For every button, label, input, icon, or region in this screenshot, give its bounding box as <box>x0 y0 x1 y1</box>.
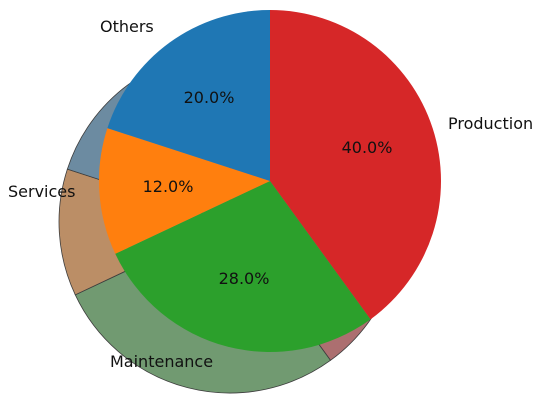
label-services: Services <box>8 182 75 201</box>
label-others: Others <box>100 17 154 36</box>
percent-maintenance: 28.0% <box>219 269 270 288</box>
percent-others: 20.0% <box>184 88 235 107</box>
label-production: Production <box>448 114 533 133</box>
percent-production: 40.0% <box>342 138 393 157</box>
slice-services <box>98 128 270 254</box>
slice-production <box>270 10 441 320</box>
percent-services: 12.0% <box>143 177 194 196</box>
pie-labels: Production Maintenance Services Others 4… <box>8 17 533 371</box>
slice-others <box>107 10 271 181</box>
slice-maintenance <box>115 181 371 353</box>
label-maintenance: Maintenance <box>110 352 213 371</box>
pie-slices <box>98 10 441 353</box>
